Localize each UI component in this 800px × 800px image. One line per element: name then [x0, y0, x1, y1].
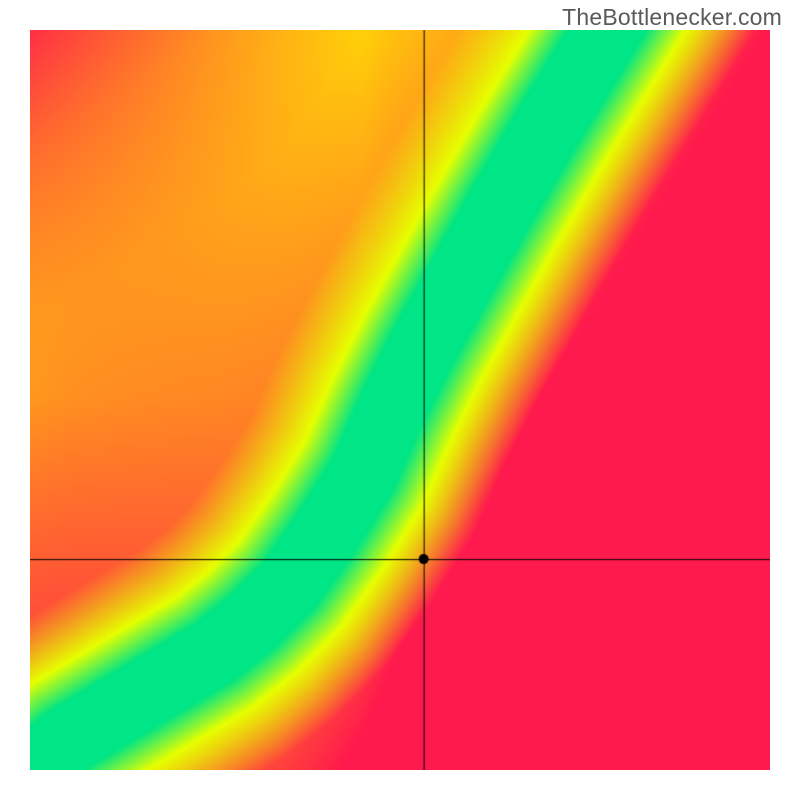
- chart-container: TheBottlenecker.com: [0, 0, 800, 800]
- bottleneck-heatmap: [30, 30, 770, 770]
- watermark-text: TheBottlenecker.com: [562, 4, 782, 31]
